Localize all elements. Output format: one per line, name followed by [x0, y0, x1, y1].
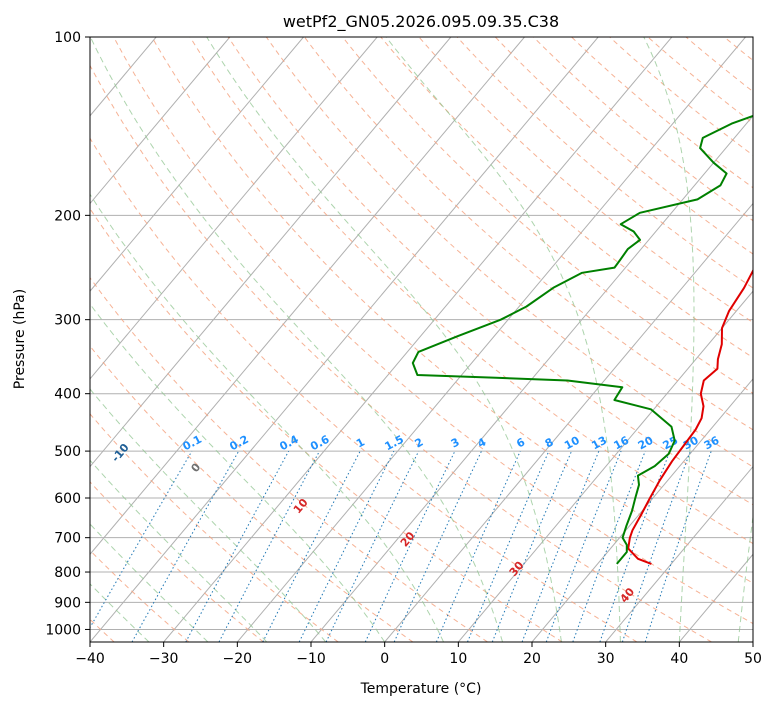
y-tick-label: 100 — [54, 30, 81, 46]
mixing-ratio-label: 36 — [702, 434, 722, 453]
mixing-ratio-line — [90, 450, 193, 629]
isotherm-line — [310, 115, 753, 642]
isotherm-line — [605, 465, 753, 642]
y-tick-label: 700 — [54, 531, 81, 547]
background-lines — [0, 37, 775, 642]
x-axis-title: Temperature (°C) — [360, 681, 482, 697]
x-tick-label: 20 — [523, 651, 541, 667]
dry-adiabat-line — [189, 37, 753, 545]
mixing-ratio-label: 16 — [612, 434, 632, 453]
dewpoint-profile-line — [411, 114, 753, 565]
mixing-ratio-line — [621, 450, 691, 642]
dry-adiabat-line — [571, 37, 753, 189]
x-tick-label: 50 — [744, 651, 762, 667]
mixing-ratio-line — [644, 450, 712, 642]
dry-adiabat-line — [90, 481, 264, 642]
isotherm-line — [752, 641, 753, 642]
dry-adiabat-line — [113, 37, 753, 625]
mixing-ratio-line — [325, 450, 420, 642]
x-axis: −40 −30 −20 −10 0 10 20 30 40 50 — [75, 642, 762, 667]
y-tick-label: 500 — [54, 444, 81, 460]
x-tick-label: 40 — [670, 651, 688, 667]
moist-adiabat-line — [90, 303, 386, 642]
moist-adiabat-line — [90, 388, 327, 642]
isotherm-line — [90, 37, 378, 380]
dry-adiabat-line — [265, 37, 753, 468]
x-tick-label: −30 — [149, 651, 179, 667]
dry-adiabat-line — [90, 137, 638, 642]
y-tick-label: 300 — [54, 313, 81, 329]
plot-background — [90, 37, 753, 642]
mixing-ratio-label: 25 — [661, 434, 681, 453]
isotherm-line — [384, 202, 753, 642]
dry-adiabat-line — [533, 37, 753, 222]
dry-adiabat-line — [762, 37, 775, 642]
moist-adiabat-line — [90, 523, 209, 642]
mixing-ratio-line — [491, 450, 573, 642]
plot-frame — [89, 36, 754, 643]
moist-adiabat-line — [206, 37, 562, 642]
y-tick-label: 1000 — [45, 622, 81, 638]
y-axis: 100 200 300 400 500 600 700 800 900 1000 — [45, 30, 90, 638]
moist-adiabat-line — [90, 37, 503, 642]
isotherm-line — [90, 37, 231, 205]
moist-adiabat-line — [385, 37, 621, 642]
dry-adiabat-line — [342, 37, 753, 394]
mixing-ratio-line — [364, 450, 456, 642]
mixing-ratio-line — [131, 450, 240, 642]
x-tick-label: −10 — [296, 651, 326, 667]
dry-adiabat-line — [418, 37, 753, 324]
mixing-ratio-label: 20 — [636, 434, 656, 453]
dry-adiabat-label: -20 — [68, 463, 91, 487]
y-axis-title: Pressure (hPa) — [12, 289, 28, 389]
y-tick-label: 900 — [54, 595, 81, 611]
profile-lines — [411, 114, 753, 565]
mixing-ratio-line — [185, 450, 290, 642]
isotherm-line — [90, 37, 599, 642]
dry-adiabat-label: -30 — [23, 483, 46, 507]
y-tick-label: 200 — [54, 208, 81, 224]
x-tick-label: −20 — [223, 651, 253, 667]
x-tick-label: −40 — [75, 651, 105, 667]
x-tick-label: 10 — [449, 651, 467, 667]
moist-adiabat-line — [737, 513, 753, 642]
dry-adiabat-line — [90, 207, 563, 642]
y-tick-label: 400 — [54, 387, 81, 403]
dry-adiabat-line — [456, 37, 753, 289]
isotherm-line — [90, 37, 304, 292]
isotherm-line — [90, 37, 452, 468]
dry-adiabat-line — [90, 64, 712, 642]
y-tick-label: 800 — [54, 565, 81, 581]
isotherm-line — [0, 37, 9, 642]
dry-adiabat-line — [494, 37, 753, 255]
dry-adiabat-line — [90, 345, 414, 642]
isotherm-line — [163, 37, 673, 642]
x-tick-label: 0 — [380, 651, 389, 667]
mixing-ratio-line — [393, 450, 482, 642]
dry-adiabat-line — [380, 37, 753, 359]
mixing-ratio-line — [467, 450, 550, 642]
isotherm-line — [457, 290, 753, 642]
chart-title: wetPf2_GN05.2026.095.09.35.C38 — [283, 12, 559, 32]
dry-adiabat-line — [304, 37, 753, 431]
x-tick-label: 30 — [597, 651, 615, 667]
mixing-ratio-label: 13 — [589, 434, 609, 453]
dry-adiabat-line — [227, 37, 753, 506]
isotherm-line — [531, 378, 753, 642]
isotherm-line — [90, 37, 525, 556]
moist-adiabat-line — [643, 37, 695, 642]
temperature-profile-line — [627, 268, 753, 565]
isotherm-line — [236, 37, 746, 642]
mixing-ratio-line — [298, 450, 395, 642]
mixing-ratio-label: 30 — [681, 434, 701, 453]
mixing-ratio-label: 10 — [562, 434, 582, 453]
y-tick-label: 600 — [54, 491, 81, 507]
